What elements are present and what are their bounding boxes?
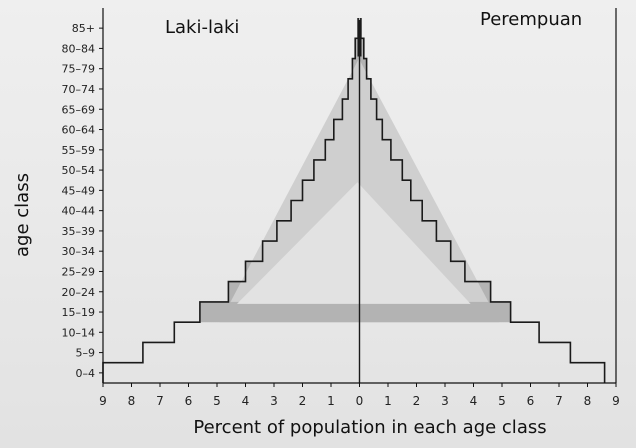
- bar-female-14: [360, 79, 371, 99]
- bar-female-13: [360, 99, 377, 119]
- bar-male-8: [291, 201, 359, 221]
- y-tick-label: 40–44: [62, 205, 96, 218]
- bar-female-0: [360, 363, 605, 383]
- x-tick-label: 6: [527, 394, 535, 408]
- y-tick-label: 75–79: [62, 63, 96, 76]
- x-tick-label: 9: [99, 394, 107, 408]
- inner-shaded-region: [237, 182, 471, 304]
- x-tick-label: 1: [327, 394, 335, 408]
- y-tick-label: 0–4: [76, 367, 96, 380]
- x-tick-label: 2: [413, 394, 421, 408]
- bar-male-3: [200, 302, 360, 322]
- x-tick-label: 6: [185, 394, 193, 408]
- y-tick-label: 55–59: [62, 144, 96, 157]
- y-axis-title: age class: [12, 173, 33, 257]
- bar-female-9: [360, 180, 411, 200]
- x-tick-label: 5: [213, 394, 221, 408]
- x-tick-label: 3: [270, 394, 278, 408]
- x-tick-label: 8: [584, 394, 592, 408]
- bar-male-1: [143, 342, 360, 362]
- y-tick-label: 25–29: [62, 265, 96, 278]
- y-tick-label: 50–54: [62, 164, 96, 177]
- bar-male-6: [263, 241, 360, 261]
- y-tick-label: 30–34: [62, 245, 96, 258]
- y-tick-label: 45–49: [62, 184, 96, 197]
- y-tick-label: 85+: [72, 22, 95, 35]
- bar-male-14: [348, 79, 359, 99]
- y-tick-label: 35–39: [62, 225, 96, 238]
- bar-female-12: [360, 119, 383, 139]
- x-tick-label: 7: [555, 394, 563, 408]
- bar-female-2: [360, 322, 540, 342]
- bar-female-4: [360, 282, 491, 302]
- pyramid-bars: [102, 18, 606, 383]
- y-tick-label: 60–64: [62, 124, 96, 137]
- x-tick-label: 8: [128, 394, 136, 408]
- x-tick-label: 0: [356, 394, 364, 408]
- bar-male-11: [325, 140, 359, 160]
- x-tick-label: 5: [498, 394, 506, 408]
- y-tick-label: 20–24: [62, 286, 96, 299]
- bar-male-5: [246, 261, 360, 281]
- bar-male-12: [334, 119, 360, 139]
- x-tick-label: 2: [299, 394, 307, 408]
- x-tick-label: 4: [242, 394, 250, 408]
- y-tick-label: 5–9: [76, 347, 96, 360]
- bar-male-9: [303, 180, 360, 200]
- y-tick-label: 10–14: [62, 326, 96, 339]
- y-tick-label: 80–84: [62, 42, 96, 55]
- bar-female-10: [360, 160, 403, 180]
- male-outline: [102, 18, 359, 383]
- right-group-label: Perempuan: [480, 9, 582, 30]
- bar-female-6: [360, 241, 451, 261]
- bar-male-10: [314, 160, 360, 180]
- y-tick-label: 15–19: [62, 306, 96, 319]
- x-tick-label: 3: [441, 394, 449, 408]
- bar-female-7: [360, 221, 437, 241]
- y-tick-label: 70–74: [62, 83, 96, 96]
- x-tick-label: 9: [612, 394, 620, 408]
- bar-male-2: [174, 322, 359, 342]
- bar-male-7: [277, 221, 360, 241]
- bar-female-8: [360, 201, 423, 221]
- bar-female-15: [360, 59, 367, 79]
- bar-male-0: [103, 363, 360, 383]
- bar-male-15: [352, 59, 359, 79]
- female-outline: [360, 18, 606, 383]
- bar-female-1: [360, 342, 571, 362]
- bar-female-11: [360, 140, 391, 160]
- x-tick-label: 1: [384, 394, 392, 408]
- bar-female-3: [360, 302, 511, 322]
- bar-female-5: [360, 261, 465, 281]
- x-axis-title: Percent of population in each age class: [193, 417, 546, 438]
- y-tick-label: 65–69: [62, 103, 96, 116]
- bar-male-4: [228, 282, 359, 302]
- x-tick-label: 7: [156, 394, 164, 408]
- axes: 0–4 5–9 10–14 15–19 20–24 25–29 30–34 35–39 40–4…: [62, 8, 620, 408]
- x-tick-label: 4: [470, 394, 478, 408]
- left-group-label: Laki-laki: [165, 17, 239, 38]
- bar-male-13: [342, 99, 359, 119]
